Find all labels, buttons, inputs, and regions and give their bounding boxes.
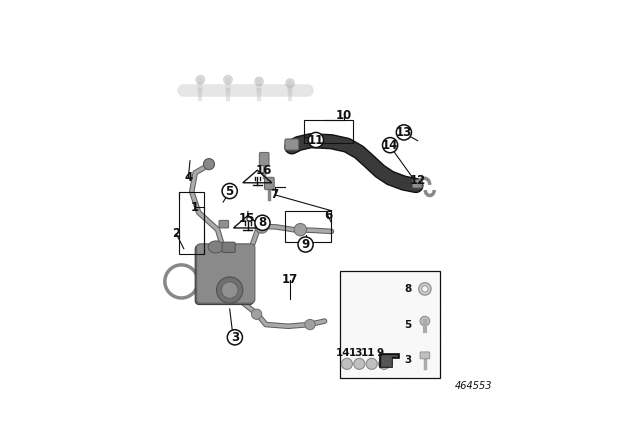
FancyBboxPatch shape: [285, 139, 299, 150]
Circle shape: [255, 220, 269, 233]
FancyBboxPatch shape: [195, 245, 253, 305]
Text: 10: 10: [335, 109, 351, 122]
Text: 14: 14: [336, 348, 351, 358]
Circle shape: [223, 75, 232, 84]
Text: 2: 2: [172, 227, 180, 240]
Text: 9: 9: [377, 348, 384, 358]
Circle shape: [379, 358, 390, 369]
Circle shape: [294, 224, 307, 236]
Circle shape: [383, 138, 397, 153]
Bar: [179, 192, 204, 254]
Bar: [340, 271, 440, 378]
Circle shape: [354, 358, 365, 369]
Text: 3: 3: [231, 331, 239, 344]
Text: 8: 8: [259, 216, 267, 229]
Text: 3: 3: [404, 355, 412, 365]
Circle shape: [222, 184, 237, 198]
Ellipse shape: [208, 241, 223, 253]
Polygon shape: [381, 355, 397, 366]
Circle shape: [216, 277, 243, 303]
Text: 1: 1: [191, 201, 199, 214]
Circle shape: [255, 215, 270, 230]
FancyBboxPatch shape: [420, 352, 429, 359]
Text: 16: 16: [256, 164, 273, 177]
Bar: [285, 211, 332, 242]
Text: 11: 11: [361, 348, 375, 358]
Circle shape: [341, 358, 353, 369]
Text: 4: 4: [184, 172, 193, 185]
Text: 13: 13: [348, 348, 363, 358]
Circle shape: [285, 78, 294, 87]
Text: 9: 9: [301, 238, 310, 251]
Circle shape: [221, 282, 238, 298]
Circle shape: [366, 358, 377, 369]
Text: 8: 8: [404, 284, 412, 294]
Circle shape: [396, 125, 412, 140]
FancyBboxPatch shape: [259, 152, 269, 165]
FancyBboxPatch shape: [264, 177, 274, 190]
Text: 17: 17: [282, 272, 298, 285]
Text: 13: 13: [396, 126, 412, 139]
Circle shape: [204, 159, 214, 170]
Text: 5: 5: [225, 185, 234, 198]
Circle shape: [252, 309, 262, 319]
Circle shape: [308, 133, 323, 147]
Circle shape: [255, 77, 264, 86]
Text: 12: 12: [410, 174, 426, 187]
Circle shape: [305, 319, 316, 330]
Text: 6: 6: [324, 209, 332, 222]
Circle shape: [196, 75, 205, 84]
FancyBboxPatch shape: [196, 244, 255, 303]
Circle shape: [422, 286, 428, 292]
Bar: [304, 120, 353, 143]
Text: 15: 15: [239, 212, 255, 225]
Text: 7: 7: [271, 188, 278, 201]
FancyBboxPatch shape: [222, 242, 236, 253]
Circle shape: [419, 283, 431, 295]
Text: 11: 11: [308, 134, 324, 146]
Circle shape: [227, 330, 243, 345]
FancyBboxPatch shape: [219, 220, 228, 228]
FancyBboxPatch shape: [413, 180, 422, 188]
Circle shape: [298, 237, 313, 252]
Text: 5: 5: [404, 319, 412, 330]
Circle shape: [420, 316, 429, 326]
Text: 464553: 464553: [454, 381, 492, 391]
Polygon shape: [380, 353, 399, 367]
Text: 14: 14: [382, 139, 398, 152]
